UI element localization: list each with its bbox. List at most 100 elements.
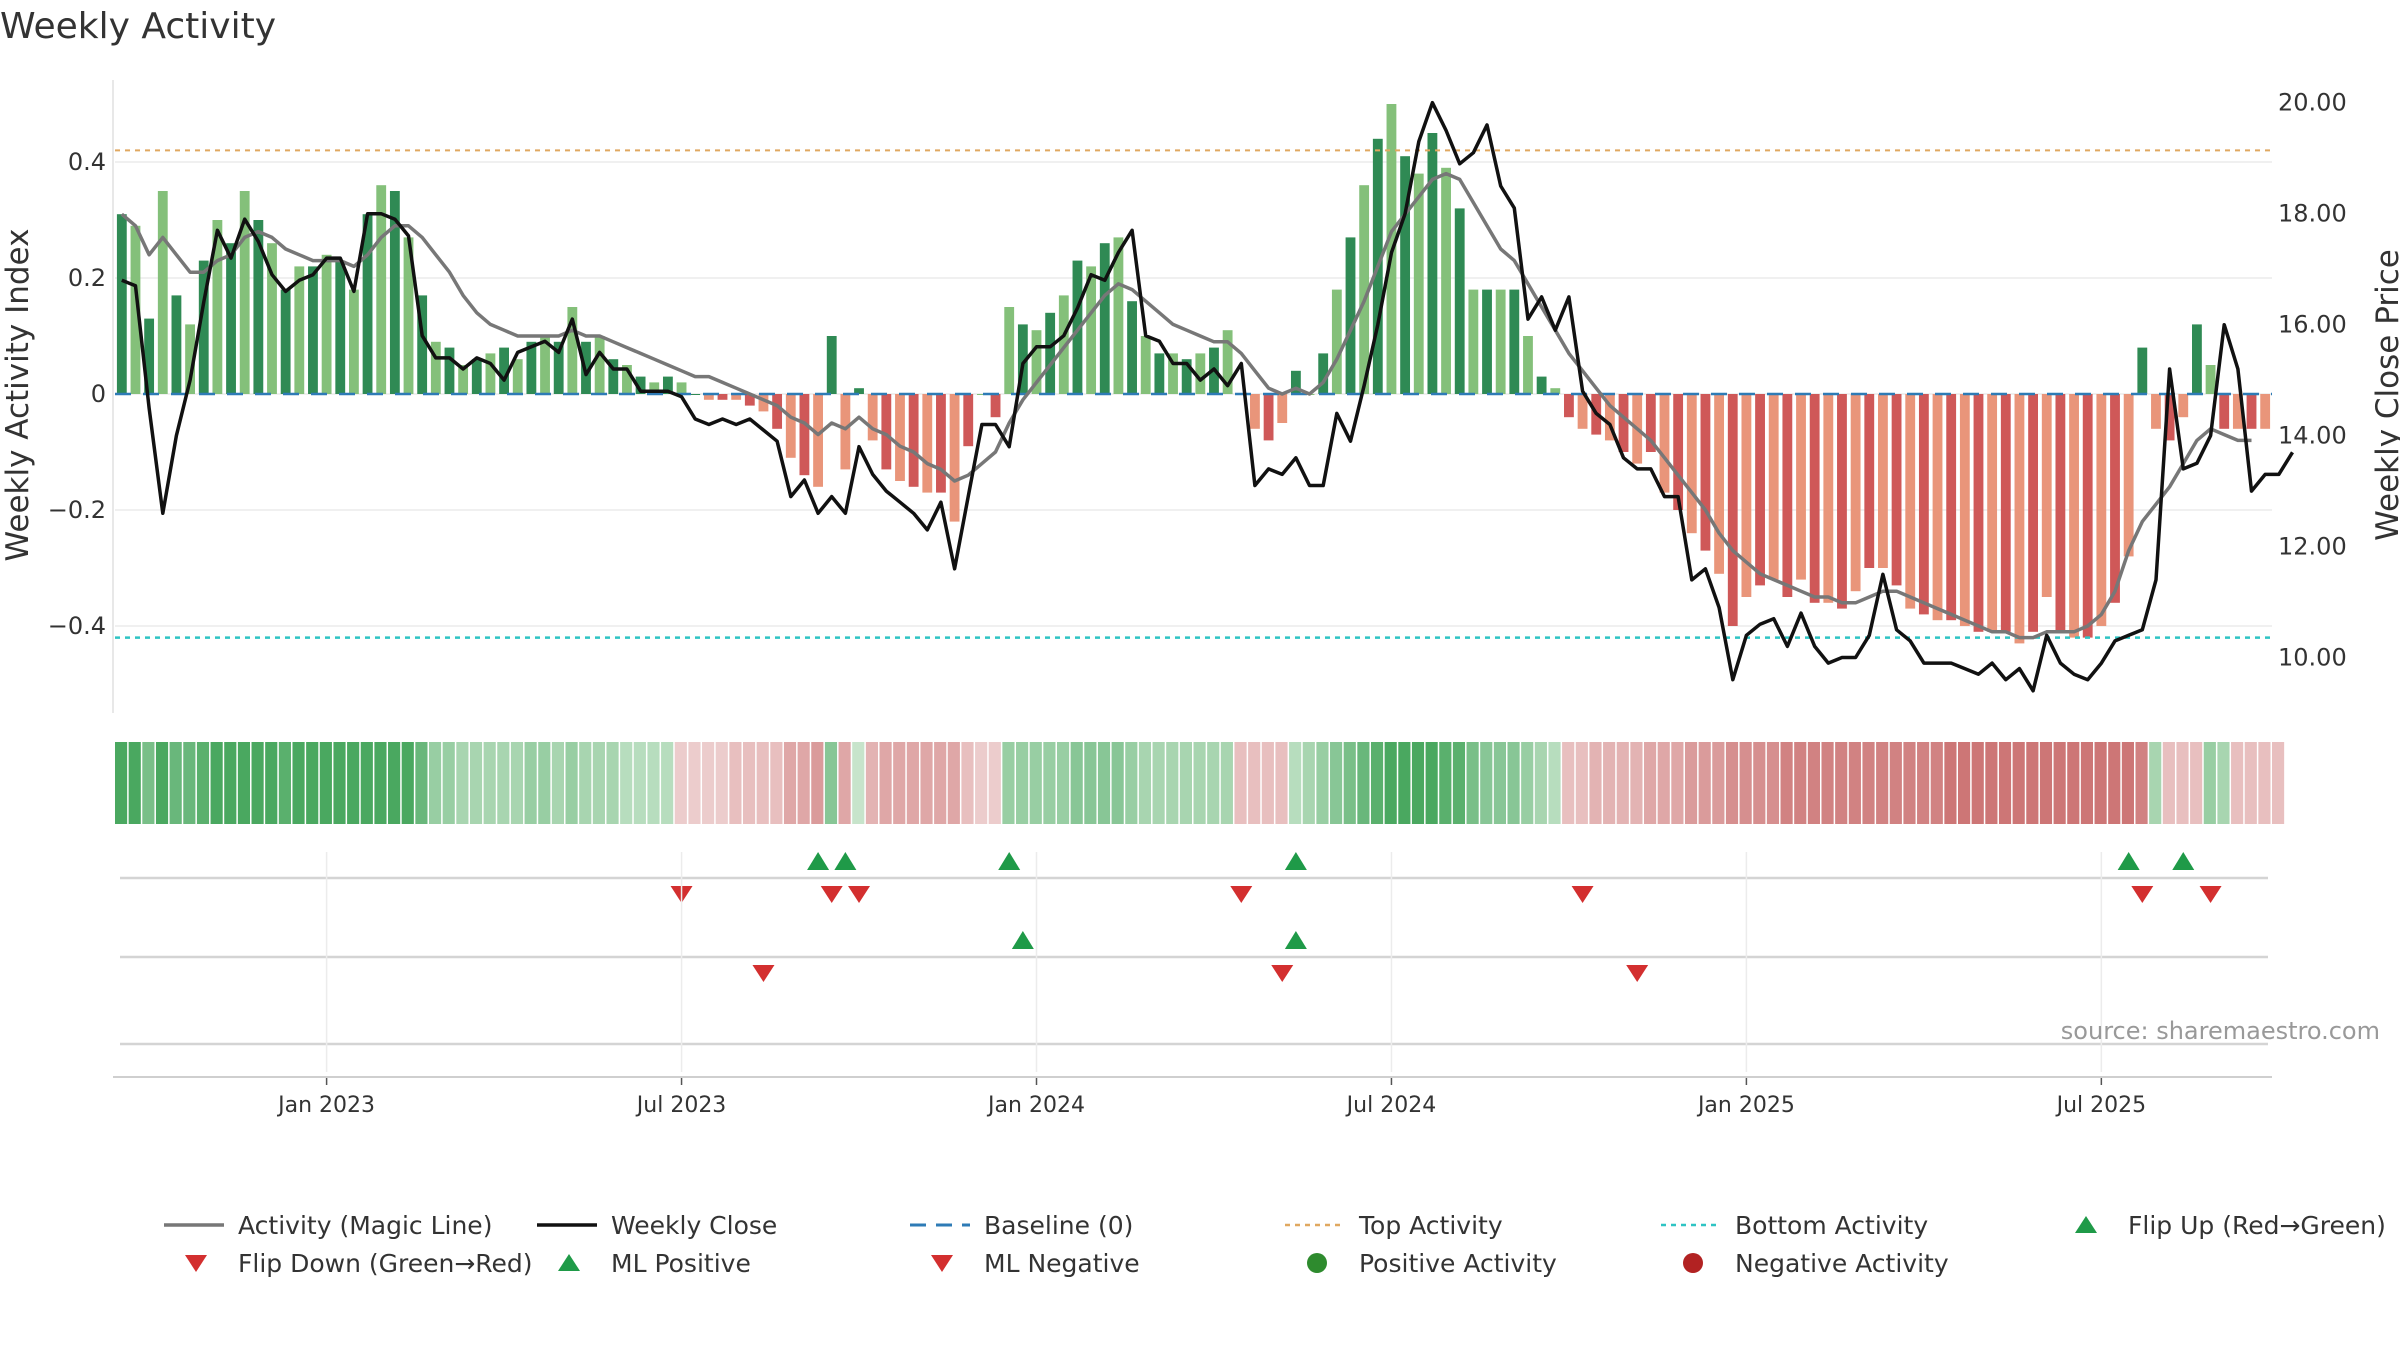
activity-bar: [1714, 394, 1725, 574]
flip-up-marker: [834, 852, 857, 870]
legend-label: Activity (Magic Line): [238, 1211, 492, 1240]
heat-cell: [401, 742, 414, 824]
activity-bar: [813, 394, 823, 487]
heat-cell: [1261, 742, 1274, 824]
activity-bar: [1400, 156, 1411, 394]
activity-bar: [622, 365, 632, 394]
heat-cell: [1398, 742, 1411, 824]
heat-cell: [1876, 742, 1889, 824]
activity-bar: [2096, 394, 2107, 626]
heat-cell: [1043, 742, 1056, 824]
heat-cell: [2231, 742, 2244, 824]
flip-down-marker: [1571, 886, 1594, 903]
right-tick-label: 20.00: [2278, 89, 2347, 117]
heat-cell: [251, 742, 264, 824]
activity-bar: [280, 289, 291, 394]
activity-bar: [785, 394, 796, 458]
heat-cell: [2094, 742, 2107, 824]
heat-cell: [565, 742, 578, 824]
heat-cell: [1056, 742, 1070, 824]
activity-bar: [2028, 394, 2039, 632]
heat-cell: [1330, 742, 1343, 824]
heat-cell: [2149, 742, 2162, 824]
activity-bar: [212, 220, 223, 394]
activity-bar: [1181, 359, 1192, 394]
activity-bar: [2260, 394, 2271, 429]
flip-up-marker: [998, 852, 1021, 870]
flip-up-marker: [2172, 852, 2195, 870]
weekly-close-line: [121, 100, 2294, 693]
heat-cell: [1998, 742, 2012, 824]
right-tick-label: 14.00: [2278, 422, 2347, 450]
activity-bar: [512, 359, 523, 394]
activity-bar: [1509, 289, 1520, 394]
activity-bar: [1195, 353, 1206, 394]
heat-cell: [1343, 742, 1356, 824]
flip-down-marker: [848, 886, 871, 903]
heat-cell: [2258, 742, 2271, 824]
activity-bar: [1755, 394, 1765, 586]
activity-bar: [1850, 394, 1861, 592]
heat-cell: [347, 742, 360, 824]
heat-cell: [388, 742, 401, 824]
heat-cell: [1016, 742, 1029, 824]
activity-bar: [567, 307, 578, 394]
legend-swatch-up-triangle: [2075, 1216, 2097, 1233]
heat-cell: [879, 742, 892, 824]
heat-cell: [2190, 742, 2203, 824]
heat-cell: [265, 742, 278, 824]
x-tick-label: Jul 2023: [635, 1093, 727, 1118]
heat-cell: [1575, 742, 1588, 824]
heat-cell: [1780, 742, 1793, 824]
activity-bar: [1604, 394, 1615, 441]
heat-cell: [524, 742, 537, 824]
activity-bar: [2110, 394, 2120, 603]
heat-cell: [1193, 742, 1206, 824]
activity-bar: [417, 295, 428, 394]
legend-label: Bottom Activity: [1735, 1211, 1928, 1240]
heat-cell: [142, 742, 155, 824]
activity-bar: [335, 260, 346, 394]
activity-bar: [608, 359, 619, 394]
activity-bar: [1796, 394, 1806, 580]
heat-cell: [497, 742, 510, 824]
activity-bars: [116, 104, 2271, 644]
activity-bar: [1987, 394, 1998, 632]
heat-cell: [2080, 742, 2094, 824]
reference-lines: [115, 149, 2272, 639]
heat-cell: [428, 742, 442, 824]
heat-cell: [210, 742, 223, 824]
activity-bar: [690, 394, 701, 395]
flip-up-marker: [2117, 852, 2140, 870]
heat-cell: [1821, 742, 1834, 824]
heat-cell: [1357, 742, 1370, 824]
heat-cell: [360, 742, 373, 824]
heat-cell: [1794, 742, 1807, 824]
activity-bar: [1946, 394, 1957, 621]
heat-cell: [1630, 742, 1643, 824]
heat-cell: [1384, 742, 1397, 824]
activity-bar: [731, 394, 742, 400]
right-tick-label: 10.00: [2278, 644, 2347, 672]
heat-cell: [1084, 742, 1097, 824]
heat-cell: [1712, 742, 1725, 824]
heat-cell: [661, 742, 674, 824]
activity-bar: [826, 336, 837, 394]
activity-bar: [458, 365, 469, 394]
activity-bar: [976, 394, 987, 395]
heat-cell: [906, 742, 919, 824]
activity-bar: [294, 266, 305, 394]
heat-cell: [1644, 742, 1657, 824]
flip-down-marker: [1230, 886, 1253, 903]
heat-cell: [824, 742, 838, 824]
activity-bar: [908, 394, 919, 487]
heat-cell: [333, 742, 346, 824]
heat-cell: [1562, 742, 1575, 824]
activity-bar: [1959, 394, 1970, 626]
activity-bar: [2137, 347, 2148, 394]
left-tick-label: 0: [91, 380, 106, 408]
heat-cell: [756, 742, 769, 824]
activity-bar: [1973, 394, 1984, 632]
source-label: source: sharemaestro.com: [2061, 1017, 2380, 1045]
activity-bar: [1359, 185, 1370, 394]
